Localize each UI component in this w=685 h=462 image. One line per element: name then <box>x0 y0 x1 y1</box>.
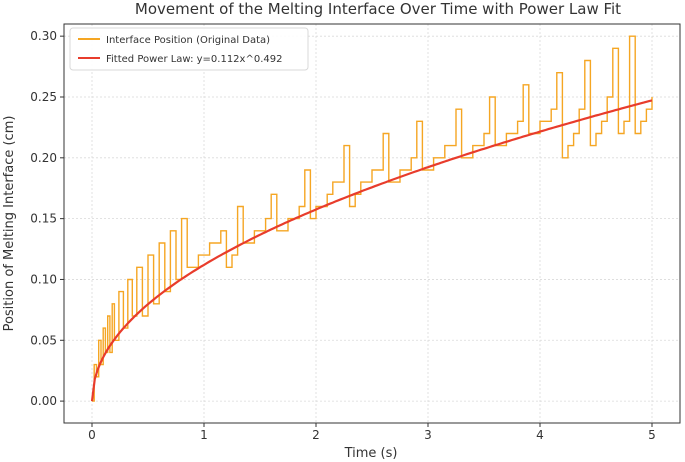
y-tick-label: 0.05 <box>30 333 57 347</box>
legend: Interface Position (Original Data) Fitte… <box>69 27 309 71</box>
series-lines <box>90 35 653 402</box>
plot-area <box>63 23 681 424</box>
x-axis-label: Time (s) <box>344 446 398 461</box>
legend-label-original-data: Interface Position (Original Data) <box>106 35 270 46</box>
x-tick-label: 4 <box>536 428 544 442</box>
x-tick-label: 5 <box>648 428 656 442</box>
y-tick-label: 0.25 <box>30 90 57 104</box>
x-tick-label: 2 <box>312 428 320 442</box>
y-tick-label: 0.15 <box>30 212 57 226</box>
y-axis-label: Position of Melting Interface (cm) <box>2 116 17 332</box>
x-tick-label: 1 <box>200 428 208 442</box>
grid-lines <box>64 24 680 423</box>
legend-box <box>69 27 309 71</box>
y-tick-label: 0.00 <box>30 394 57 408</box>
y-tick-label: 0.30 <box>30 29 57 43</box>
axis-ticks: 0 1 2 3 4 5 0.00 0.05 0.10 0.15 0.20 0.25 0.30 <box>30 29 656 442</box>
chart-title: Movement of the Melting Interface Over T… <box>135 0 621 18</box>
y-tick-label: 0.10 <box>30 272 57 286</box>
series-line-power-law-fit <box>90 99 653 402</box>
x-tick-label: 0 <box>88 428 96 442</box>
legend-label-power-law-fit: Fitted Power Law: y=0.112x^0.492 <box>106 54 282 65</box>
y-tick-label: 0.20 <box>30 151 57 165</box>
series-line-original-data <box>92 35 653 402</box>
x-tick-label: 3 <box>424 428 432 442</box>
